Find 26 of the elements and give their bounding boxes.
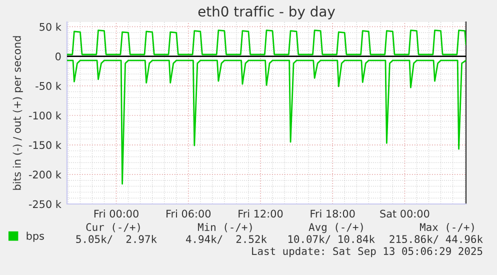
text: 5.05k/ 2.97k	[76, 234, 157, 244]
text: 4.94k/ 2.52k	[186, 234, 267, 244]
y-tick-label: -200 k	[28, 170, 62, 179]
y-tick-label: -100 k	[28, 111, 62, 120]
line-series	[67, 60, 466, 185]
x-tick-label: Sat 00:00	[380, 210, 430, 218]
legend-label: bps	[26, 232, 44, 242]
x-tick-label: Fri 00:00	[94, 210, 138, 218]
y-tick-label: -50 k	[36, 82, 62, 90]
text: 215.86k/ 44.96k	[390, 234, 483, 244]
text: Last update: Sat Sep 13 05:06:29 2025	[252, 246, 482, 258]
x-tick-label: Fri 18:00	[310, 210, 355, 218]
text: Max (-/+)	[420, 223, 474, 232]
y-axis-title: bits in (-) / out (+) per second	[12, 36, 23, 190]
y-tick-label: 50 k	[40, 22, 62, 31]
chart-title: eth0 traffic - by day	[198, 6, 335, 20]
y-tick-label: -150 k	[28, 140, 62, 150]
y-tick-label: 0	[56, 52, 61, 60]
x-tick-label: Fri 06:00	[166, 210, 211, 218]
text: Min (-/+)	[198, 222, 252, 232]
y-tick-label: -250 k	[28, 200, 62, 208]
text: Avg (-/+)	[308, 222, 363, 234]
text: Cur (-/+)	[86, 223, 140, 232]
text: 10.07k/ 10.84k	[288, 234, 375, 244]
x-tick-label: Fri 12:00	[238, 210, 283, 218]
line-series	[67, 30, 466, 56]
